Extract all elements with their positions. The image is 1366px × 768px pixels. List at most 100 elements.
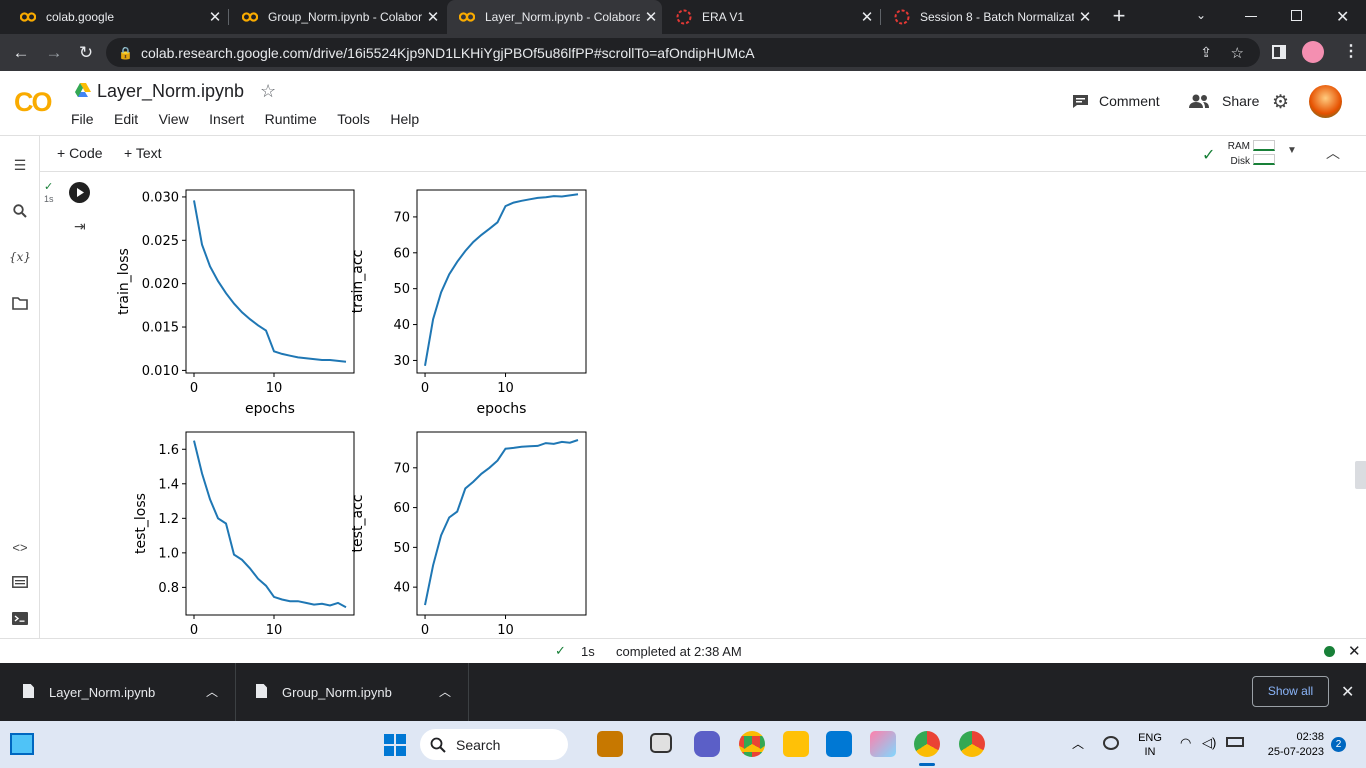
chrome-profile-icon[interactable] (959, 731, 985, 757)
share-page-icon[interactable]: ⇪ (1200, 44, 1212, 60)
briefcase-app-icon[interactable] (597, 731, 623, 757)
window-close-icon[interactable]: ✕ (1336, 9, 1350, 26)
command-palette-icon[interactable] (8, 570, 32, 594)
star-icon[interactable]: ☆ (260, 81, 277, 101)
language-indicator[interactable]: ENG IN (1136, 731, 1164, 759)
variables-icon[interactable]: {x} (8, 250, 32, 264)
menu-help[interactable]: Help (390, 111, 420, 127)
profile-avatar[interactable] (1302, 41, 1324, 63)
tray-overflow-icon[interactable]: ︿ (1072, 737, 1085, 751)
user-avatar[interactable] (1309, 85, 1342, 118)
plot-frame (185, 189, 355, 374)
menu-insert[interactable]: Insert (209, 111, 245, 127)
training-plots: 0.010 0.015 0.020 0.025 0.030 0 10 epochs train_… (116, 189, 587, 638)
resource-labels[interactable]: RAM Disk (1222, 139, 1250, 169)
chevron-up-icon[interactable]: ︿ (439, 685, 452, 699)
wifi-icon[interactable]: ◠ (1180, 735, 1192, 750)
menu-tools[interactable]: Tools (337, 111, 370, 127)
back-icon[interactable]: ← (12, 42, 30, 62)
vscode-icon[interactable] (826, 731, 852, 757)
y-tick-label: 40 (393, 318, 410, 333)
download-item[interactable]: Group_Norm.ipynb ︿ (237, 663, 469, 721)
tab-divider (880, 9, 881, 25)
paint-app-icon[interactable] (870, 731, 896, 757)
x-tick-label: 10 (266, 623, 283, 638)
battery-icon[interactable] (1226, 737, 1244, 747)
speaker-icon[interactable]: ◁) (1202, 735, 1217, 750)
status-close-icon[interactable]: ✕ (1348, 643, 1361, 660)
download-item[interactable]: Layer_Norm.ipynb ︿ (0, 663, 236, 721)
tab-era-v1[interactable]: ERA V1 ✕ (664, 0, 878, 34)
cell-exec-time: 1s (44, 194, 54, 204)
sidepanel-icon[interactable] (1272, 45, 1286, 59)
y-tick-label: 1.6 (158, 443, 179, 458)
add-text-button[interactable]: + Text (124, 145, 162, 161)
file-icon (256, 684, 267, 698)
tab-group-norm[interactable]: Group_Norm.ipynb - Colabor ✕ (230, 0, 444, 34)
more-menu-icon[interactable]: ⋮ (1343, 43, 1359, 60)
tab-search-icon[interactable]: ⌄ (1196, 8, 1207, 22)
widgets-icon[interactable] (10, 733, 34, 755)
comment-button[interactable]: Comment (1072, 93, 1160, 109)
y-tick-label: 0.8 (158, 581, 179, 596)
chrome-profile-icon[interactable] (914, 731, 940, 757)
add-code-button[interactable]: + Code (57, 145, 103, 161)
address-bar[interactable]: 🔒 colab.research.google.com/drive/16i552… (106, 38, 1260, 67)
minimize-icon[interactable] (1245, 16, 1257, 17)
colab-icon (20, 9, 36, 25)
cloud-sync-icon[interactable] (1103, 736, 1119, 750)
close-icon[interactable]: ✕ (426, 9, 440, 26)
download-bar-close-icon[interactable]: ✕ (1341, 684, 1355, 701)
x-tick-label: 0 (190, 381, 198, 396)
play-icon (77, 188, 84, 197)
chevron-up-icon[interactable]: ︿ (206, 685, 219, 699)
colab-logo[interactable]: CO (14, 87, 52, 117)
colab-header: CO Layer_Norm.ipynb ☆ File Edit View Ins… (0, 71, 1366, 136)
menu-view[interactable]: View (158, 111, 189, 127)
tab-layer-norm[interactable]: Layer_Norm.ipynb - Colabora ✕ (447, 0, 662, 34)
menu-runtime[interactable]: Runtime (264, 111, 317, 127)
collapse-header-icon[interactable]: ︿ (1326, 145, 1340, 161)
tab-divider (228, 9, 229, 25)
notification-badge[interactable]: 2 (1331, 737, 1346, 752)
cell-success-icon: ✓ (44, 181, 54, 193)
disk-label: Disk (1230, 156, 1250, 167)
close-icon[interactable]: ✕ (208, 9, 222, 26)
forward-icon[interactable]: → (45, 42, 63, 62)
chrome-icon[interactable] (739, 731, 765, 757)
close-icon[interactable]: ✕ (860, 9, 874, 26)
restore-icon[interactable] (1291, 10, 1302, 21)
windows-start-icon[interactable] (384, 734, 406, 756)
search-icon[interactable] (8, 199, 32, 223)
y-axis-label: train_acc (350, 250, 366, 314)
google-drive-icon[interactable] (75, 83, 91, 97)
menu-file[interactable]: File (71, 111, 94, 127)
bookmark-star-icon[interactable]: ☆ (1230, 44, 1244, 62)
tab-colab-google[interactable]: colab.google ✕ (8, 0, 226, 34)
terminal-icon[interactable] (8, 606, 32, 630)
show-all-button[interactable]: Show all (1252, 676, 1329, 707)
y-tick-label: 70 (393, 461, 410, 476)
tab-title: colab.google (46, 10, 115, 24)
output-menu-icon[interactable]: ⇥ (74, 218, 86, 234)
file-explorer-icon[interactable] (783, 731, 809, 757)
notebook-title[interactable]: Layer_Norm.ipynb (97, 81, 245, 101)
run-cell-button[interactable] (69, 182, 90, 203)
code-snippets-icon[interactable]: <> (12, 539, 28, 555)
new-tab-button[interactable]: + (1112, 3, 1126, 28)
settings-gear-icon[interactable]: ⚙ (1272, 92, 1290, 113)
tab-session-8[interactable]: Session 8 - Batch Normalizati ✕ (882, 0, 1096, 34)
files-folder-icon[interactable] (8, 291, 32, 315)
clock[interactable]: 02:38 25-07-2023 (1256, 730, 1324, 760)
dropdown-arrow-icon[interactable]: ▼ (1287, 145, 1297, 156)
scrollbar-thumb[interactable] (1355, 461, 1366, 489)
reload-icon[interactable]: ↻ (78, 42, 94, 62)
teams-chat-icon[interactable] (694, 731, 720, 757)
table-of-contents-icon[interactable]: ☰ (13, 156, 27, 173)
close-icon[interactable]: ✕ (644, 9, 658, 26)
taskbar-search-box[interactable]: Search (420, 729, 568, 760)
task-view-icon[interactable] (650, 733, 672, 753)
share-button[interactable]: Share (1188, 93, 1259, 109)
menu-edit[interactable]: Edit (114, 111, 139, 127)
close-icon[interactable]: ✕ (1078, 9, 1092, 26)
